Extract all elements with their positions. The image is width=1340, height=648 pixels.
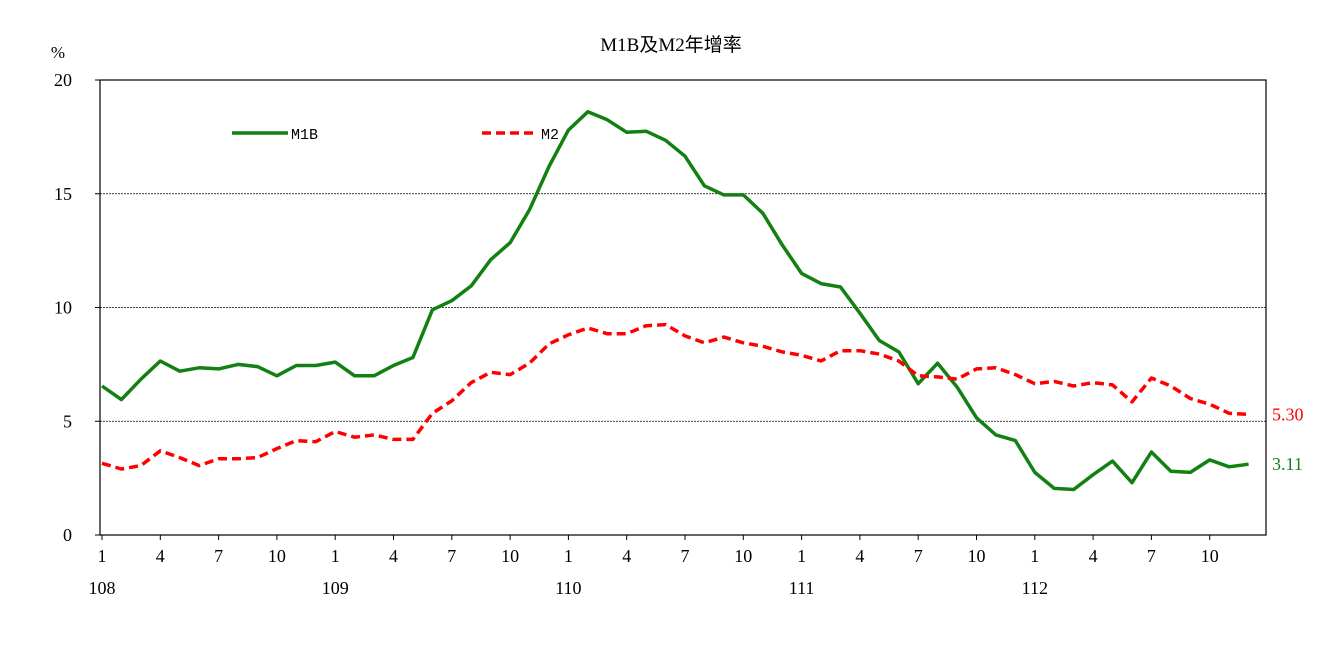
x-tick-label-18: 7 (1147, 546, 1156, 566)
end-labels: 3.11 5.30 (1272, 404, 1304, 474)
x-tick-label-12: 1 (797, 546, 806, 566)
chart-title: M1B及M2年增率 (600, 34, 741, 56)
x-tick-label-3: 10 (268, 546, 286, 566)
legend-label-m1b: M1B (291, 127, 318, 144)
legend-label-m2: M2 (541, 127, 559, 144)
x-tick-label-2: 7 (214, 546, 223, 566)
x-tick-label-9: 4 (622, 546, 631, 566)
x-tick-label-0: 1 (98, 546, 107, 566)
x-tick-label-4: 1 (331, 546, 340, 566)
x-tick-label-19: 10 (1201, 546, 1219, 566)
year-label-4: 112 (1022, 578, 1048, 598)
x-tick-label-10: 7 (681, 546, 690, 566)
end-label-m2: 5.30 (1272, 404, 1304, 424)
year-label-0: 108 (89, 578, 116, 598)
end-label-m1b: 3.11 (1272, 454, 1303, 474)
series-lines (100, 110, 1249, 492)
y-tick-label-1: 5 (63, 411, 72, 431)
x-tick-label-8: 1 (564, 546, 573, 566)
y-tick-label-0: 0 (63, 525, 72, 545)
x-tick-label-17: 4 (1089, 546, 1098, 566)
y-axis-unit: % (51, 43, 65, 62)
x-tick-label-1: 4 (156, 546, 165, 566)
y-tick-label-3: 15 (54, 184, 72, 204)
y-tick-label-2: 10 (54, 298, 72, 318)
x-tick-label-11: 10 (734, 546, 752, 566)
x-tick-label-5: 4 (389, 546, 398, 566)
y-axis-ticks: 0 5 10 15 20 (54, 70, 100, 545)
x-tick-label-7: 10 (501, 546, 519, 566)
x-tick-label-15: 10 (968, 546, 986, 566)
y-tick-label-4: 20 (54, 70, 72, 90)
grid-lines (100, 193, 1266, 422)
x-axis-ticks: 1 4 7 10 1 4 7 10 1 4 7 10 1 4 7 10 1 4 7 10 108 109 110 111 112 (89, 535, 1219, 598)
year-label-3: 111 (789, 578, 815, 598)
x-tick-label-14: 7 (914, 546, 923, 566)
legend: M1B M2 (232, 127, 559, 144)
plot-area (99, 79, 1267, 536)
series-line-m1b (100, 110, 1249, 492)
series-line-m2 (101, 322, 1249, 471)
x-tick-label-16: 1 (1030, 546, 1039, 566)
year-label-2: 110 (555, 578, 581, 598)
x-tick-label-6: 7 (447, 546, 456, 566)
year-label-1: 109 (322, 578, 349, 598)
x-tick-label-13: 4 (855, 546, 864, 566)
